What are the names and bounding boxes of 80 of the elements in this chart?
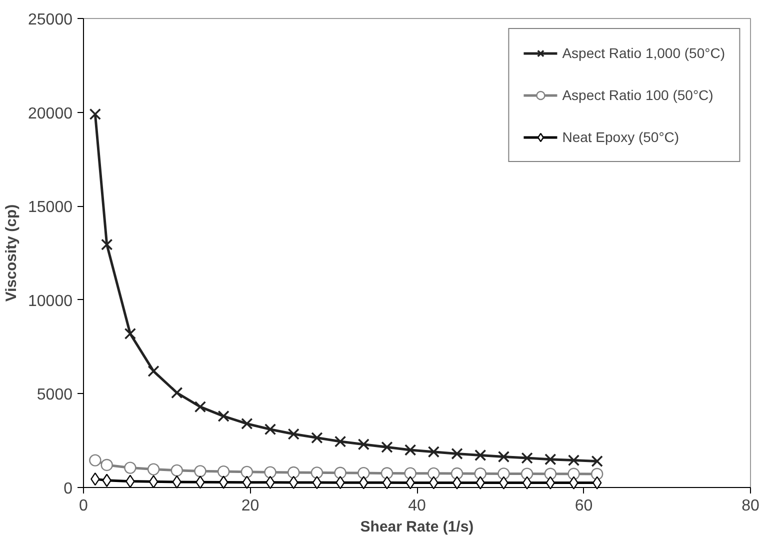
point xyxy=(241,418,253,430)
point xyxy=(126,474,135,488)
point xyxy=(476,476,485,490)
point xyxy=(382,476,392,490)
point xyxy=(358,466,370,480)
point xyxy=(288,466,300,479)
point xyxy=(569,476,578,490)
point xyxy=(170,464,183,477)
point xyxy=(171,386,183,399)
point xyxy=(404,444,416,456)
point xyxy=(312,476,322,490)
x-tick-label: 80 xyxy=(742,498,760,514)
x-axis-title: Shear Rate (1/s) xyxy=(360,518,474,536)
point xyxy=(406,476,415,490)
x-tick-label: 0 xyxy=(79,498,88,514)
point xyxy=(148,365,160,378)
point xyxy=(148,475,158,488)
point xyxy=(240,466,254,478)
point xyxy=(474,468,486,480)
point xyxy=(520,468,534,480)
point xyxy=(358,438,370,450)
point xyxy=(242,476,252,489)
x-tick-label: 60 xyxy=(574,498,593,514)
point xyxy=(592,476,602,490)
point xyxy=(334,466,346,479)
legend-label: Aspect Ratio 1,000 (50°C) xyxy=(562,45,725,61)
point xyxy=(498,468,510,480)
point xyxy=(217,465,230,478)
y-axis-title: Viscosity (cp) xyxy=(3,204,20,302)
y-tick-label: 5000 xyxy=(36,386,73,404)
point xyxy=(288,428,300,440)
point xyxy=(100,458,113,472)
point xyxy=(429,476,438,490)
point xyxy=(591,455,603,468)
x-tick-label: 20 xyxy=(241,498,260,514)
point xyxy=(546,476,555,490)
point xyxy=(359,476,368,490)
point xyxy=(218,410,230,422)
point xyxy=(498,450,510,463)
point xyxy=(89,454,102,466)
point xyxy=(147,463,160,476)
point xyxy=(102,474,112,487)
point xyxy=(568,468,580,480)
legend-label: Neat Epoxy (50°C) xyxy=(562,129,680,145)
point xyxy=(381,441,393,454)
point xyxy=(124,462,136,474)
point xyxy=(196,476,205,489)
point xyxy=(451,448,463,460)
point xyxy=(428,467,440,480)
point xyxy=(124,328,136,340)
point xyxy=(194,400,206,413)
point xyxy=(521,452,533,464)
y-tick-label: 10000 xyxy=(28,292,73,310)
point xyxy=(310,466,324,479)
point xyxy=(380,467,394,480)
y-tick-label: 20000 xyxy=(28,105,73,122)
point xyxy=(568,454,580,466)
point xyxy=(264,423,276,436)
point xyxy=(218,476,228,489)
y-tick-label: 25000 xyxy=(28,12,73,28)
point xyxy=(311,432,323,444)
point xyxy=(499,476,508,490)
point xyxy=(474,449,486,462)
point xyxy=(590,468,604,480)
legend-label: Aspect Ratio 100 (50°C) xyxy=(562,87,714,103)
point xyxy=(194,465,206,478)
point xyxy=(404,467,416,480)
point xyxy=(452,476,462,490)
point xyxy=(264,466,276,478)
point xyxy=(450,467,464,480)
point xyxy=(334,436,346,448)
x-tick-label: 40 xyxy=(408,498,426,514)
point xyxy=(544,468,556,480)
y-tick-label: 0 xyxy=(64,480,73,498)
point xyxy=(428,446,440,458)
point xyxy=(544,454,556,466)
point xyxy=(89,108,102,120)
y-tick-label: 15000 xyxy=(28,199,73,216)
point xyxy=(522,476,532,490)
point xyxy=(100,238,113,250)
